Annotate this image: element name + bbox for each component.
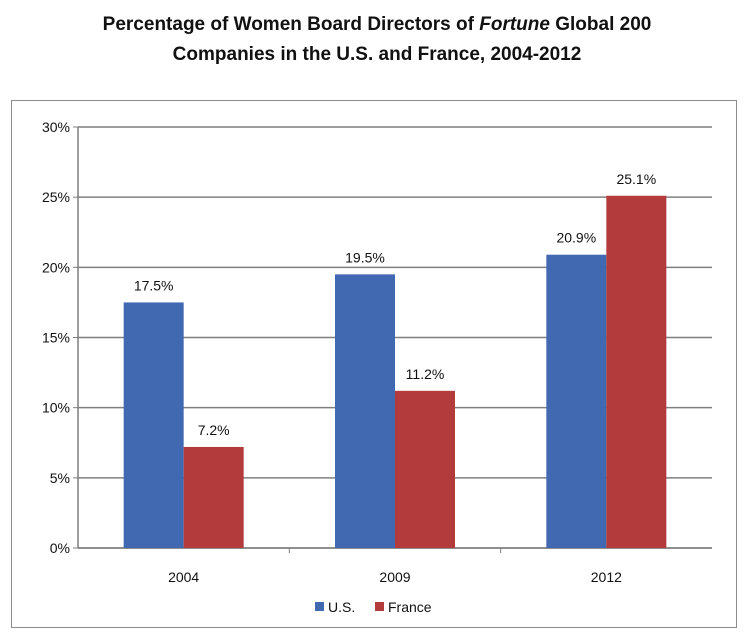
data-label: 11.2% [406, 366, 445, 382]
data-label: 25.1% [616, 171, 656, 187]
data-label: 7.2% [198, 422, 230, 438]
legend-swatch [375, 602, 384, 611]
chart-title: Percentage of Women Board Directors of F… [0, 10, 754, 70]
y-tick-label: 10% [42, 400, 70, 416]
bar [335, 274, 395, 548]
bar [395, 390, 455, 548]
title-text-a: Percentage of Women Board Directors of [102, 14, 480, 35]
title-text-b: Global 200 [549, 14, 652, 35]
chart-title-line-2: Companies in the U.S. and France, 2004-2… [172, 44, 582, 65]
y-tick-label: 20% [42, 259, 70, 275]
y-tick-label: 30% [42, 119, 70, 135]
y-tick-label: 25% [42, 189, 70, 205]
y-tick-label: 5% [50, 470, 70, 486]
x-tick-label: 2009 [379, 569, 410, 585]
y-tick-label: 15% [42, 330, 70, 346]
data-label: 19.5% [345, 249, 385, 265]
bar [606, 195, 667, 548]
bar [123, 302, 184, 548]
legend-swatch [315, 602, 324, 611]
x-tick-label: 2004 [168, 569, 199, 585]
data-label: 20.9% [556, 230, 596, 246]
y-tick-label: 0% [50, 540, 70, 556]
legend-label: France [388, 599, 432, 615]
bar [546, 254, 607, 548]
legend-label: U.S. [328, 599, 355, 615]
chart-title-line-1: Percentage of Women Board Directors of F… [0, 10, 754, 40]
data-label: 17.5% [134, 277, 174, 293]
title-text-italic: Fortune [479, 14, 550, 35]
bar [183, 446, 244, 548]
x-tick-label: 2012 [591, 569, 622, 585]
